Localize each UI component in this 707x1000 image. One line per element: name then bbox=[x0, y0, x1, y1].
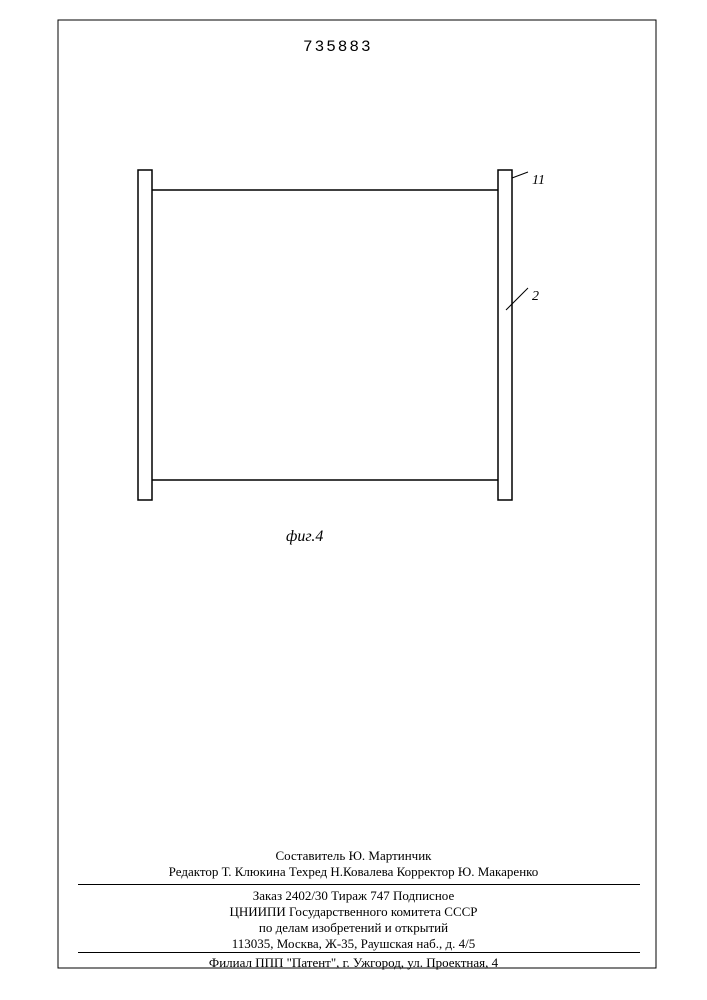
callout-label-2: 2 bbox=[532, 289, 539, 304]
figure-main-rect bbox=[145, 190, 505, 480]
footer-address: 113035, Москва, Ж-35, Раушская наб., д. … bbox=[0, 936, 707, 952]
footer-compiler: Составитель Ю. Мартинчик bbox=[0, 848, 707, 864]
figure-caption: фиг.4 bbox=[286, 528, 323, 546]
figure-right-post bbox=[498, 170, 512, 500]
footer-branch: Филиал ППП "Патент", г. Ужгород, ул. Про… bbox=[0, 955, 707, 971]
footer-bottom-block: Филиал ППП "Патент", г. Ужгород, ул. Про… bbox=[0, 955, 707, 971]
document-number: 735883 bbox=[303, 38, 373, 56]
footer-rule-2 bbox=[78, 952, 640, 953]
footer-rule-1 bbox=[78, 884, 640, 885]
footer-editors: Редактор Т. Клюкина Техред Н.Ковалева Ко… bbox=[0, 864, 707, 880]
footer-order: Заказ 2402/30 Тираж 747 Подписное bbox=[0, 888, 707, 904]
footer-org: ЦНИИПИ Государственного комитета СССР bbox=[0, 904, 707, 920]
figure-left-post bbox=[138, 170, 152, 500]
callout-label-11: 11 bbox=[532, 173, 545, 188]
footer-block: Составитель Ю. Мартинчик Редактор Т. Клю… bbox=[0, 848, 707, 880]
figure-4: 11 2 bbox=[100, 160, 560, 520]
footer-dept: по делам изобретений и открытий bbox=[0, 920, 707, 936]
callout-line-11 bbox=[512, 172, 528, 178]
footer-mid-block: Заказ 2402/30 Тираж 747 Подписное ЦНИИПИ… bbox=[0, 888, 707, 952]
